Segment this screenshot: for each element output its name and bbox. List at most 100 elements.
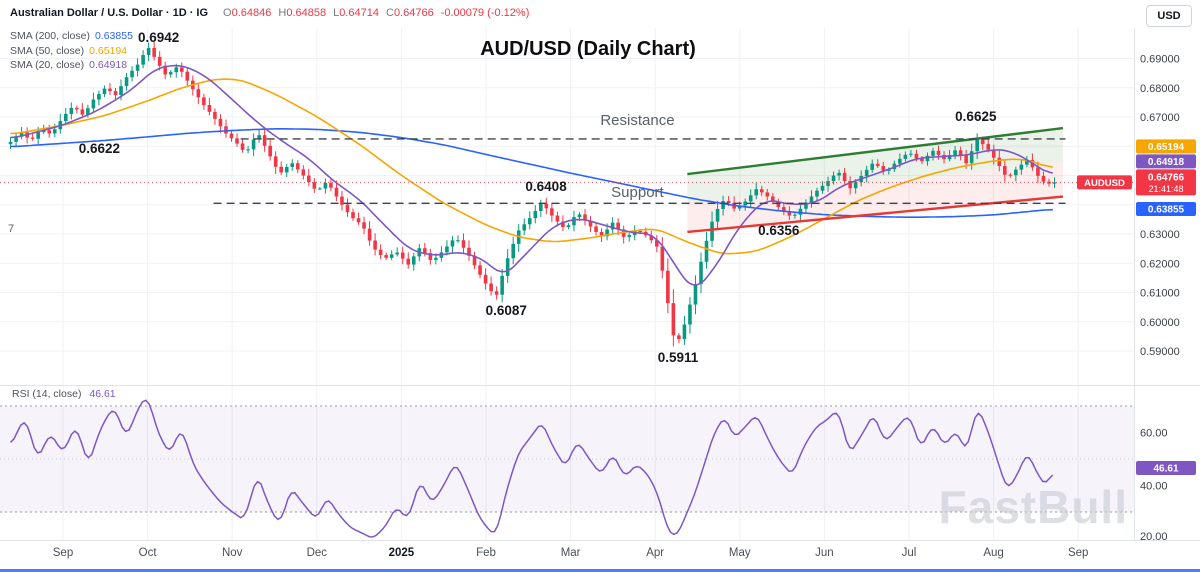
- candle-body: [809, 196, 814, 203]
- candle-body: [505, 258, 510, 276]
- candle-body: [52, 129, 57, 134]
- candle-body: [759, 189, 764, 193]
- wedge-upper-fill: [687, 128, 1063, 203]
- wedge-lower-trendline[interactable]: [687, 195, 1064, 234]
- candle-body: [312, 182, 317, 189]
- candle-body: [920, 158, 924, 162]
- indicator-row-0[interactable]: SMA (200, close) 0.63855: [10, 29, 133, 44]
- indicator-value: 0.65194: [89, 44, 128, 57]
- time-axis-label-aug[interactable]: Aug: [983, 547, 1003, 559]
- price-badge-text: 0.65194: [1148, 142, 1185, 153]
- time-axis-label-sep[interactable]: Sep: [53, 547, 73, 559]
- price-badge-1: [1136, 154, 1196, 169]
- candle-body: [340, 196, 344, 205]
- candle-body: [345, 204, 350, 213]
- candle-body: [1014, 169, 1018, 176]
- candle-body: [925, 155, 930, 162]
- candle-body: [323, 182, 328, 189]
- candle-body: [318, 188, 322, 190]
- candle-body: [168, 72, 173, 75]
- candle-body: [273, 156, 278, 167]
- candle-body: [527, 218, 532, 225]
- candle-body: [638, 230, 643, 232]
- symbol-title[interactable]: Australian Dollar / U.S. Dollar · 1D · I…: [10, 7, 209, 19]
- candle-body: [881, 166, 886, 171]
- time-axis-label-2025[interactable]: 2025: [389, 547, 415, 559]
- price-axis-label: 0.68000: [1140, 83, 1180, 95]
- candle-body: [765, 192, 770, 197]
- candle-body: [555, 215, 560, 222]
- price-axis-label: 0.60000: [1140, 317, 1180, 329]
- candle-body: [964, 155, 968, 164]
- candle-body: [605, 229, 609, 237]
- candle-body: [522, 224, 527, 231]
- price-badge-countdown: 21:41:48: [1148, 184, 1183, 194]
- candle-body: [853, 182, 858, 189]
- candle-body: [141, 55, 145, 65]
- candle-body: [649, 235, 654, 241]
- rsi-line: [9, 399, 1054, 538]
- time-axis-label-may[interactable]: May: [729, 547, 751, 559]
- time-axis-label-feb[interactable]: Feb: [476, 547, 496, 559]
- candle-body: [91, 99, 96, 109]
- candle-body: [202, 97, 206, 106]
- bottom-scrollbar[interactable]: [0, 569, 1200, 572]
- time-axis-area[interactable]: [0, 541, 1134, 569]
- candle-body: [782, 207, 786, 212]
- candle-body: [102, 88, 107, 95]
- candle-body: [63, 113, 68, 122]
- candle-body: [456, 240, 460, 242]
- indicator-row-1[interactable]: SMA (50, close) 0.65194: [10, 44, 133, 59]
- time-axis-label-jun[interactable]: Jun: [815, 547, 834, 559]
- candle-body: [903, 154, 908, 159]
- candle-body: [229, 133, 234, 139]
- candle-body: [262, 135, 267, 146]
- time-axis-label-apr[interactable]: Apr: [646, 547, 664, 559]
- candle-body: [986, 144, 991, 150]
- candle-body: [936, 150, 941, 155]
- time-axis-label-nov[interactable]: Nov: [222, 547, 243, 559]
- candle-body: [837, 172, 841, 176]
- candle-body: [80, 109, 85, 115]
- candle-body: [666, 270, 670, 304]
- indicator-label: SMA (50, close): [10, 44, 85, 57]
- time-axis-label-oct[interactable]: Oct: [139, 547, 158, 559]
- candle-body: [47, 130, 52, 134]
- candle-body: [776, 201, 781, 208]
- time-axis-label-mar[interactable]: Mar: [561, 547, 581, 559]
- candle-body: [389, 254, 394, 258]
- candle-body: [290, 163, 295, 167]
- price-axis-area[interactable]: [1135, 28, 1200, 540]
- candle-body: [207, 105, 212, 112]
- candle-body: [428, 253, 433, 260]
- time-axis-label-dec[interactable]: Dec: [307, 547, 328, 559]
- rsi-axis-label: 40.00: [1140, 481, 1168, 493]
- candle-body: [163, 65, 168, 75]
- candle-body: [19, 132, 24, 137]
- candle-body: [14, 136, 18, 142]
- price-axis-label: 0.67000: [1140, 112, 1180, 124]
- candle-body: [434, 257, 438, 260]
- candle-body: [1002, 165, 1007, 175]
- time-axis-label-sep[interactable]: Sep: [1068, 547, 1088, 559]
- candle-body: [461, 240, 466, 248]
- price-pane-area[interactable]: [0, 28, 1134, 385]
- candle-body: [445, 246, 449, 253]
- wedge-lower-fill: [687, 162, 1063, 232]
- candle-body: [124, 77, 129, 87]
- annotation-0-6087: 0.6087: [486, 303, 527, 318]
- price-badge-text: 0.63855: [1148, 204, 1185, 215]
- time-axis-label-jul[interactable]: Jul: [902, 547, 917, 559]
- candle-body: [511, 243, 515, 259]
- candle-body: [1019, 164, 1024, 170]
- wedge-upper-trendline[interactable]: [687, 126, 1064, 176]
- candle-body: [69, 107, 74, 114]
- candle-body: [1052, 182, 1057, 184]
- rsi-pane-area[interactable]: [0, 388, 1134, 540]
- symbol-tag-bg: [1077, 175, 1132, 190]
- candle-body: [610, 222, 615, 230]
- currency-selector-button[interactable]: USD: [1146, 5, 1192, 27]
- candle-body: [483, 274, 488, 284]
- indicator-row-2[interactable]: SMA (20, close) 0.64918: [10, 58, 133, 73]
- candle-body: [146, 47, 151, 56]
